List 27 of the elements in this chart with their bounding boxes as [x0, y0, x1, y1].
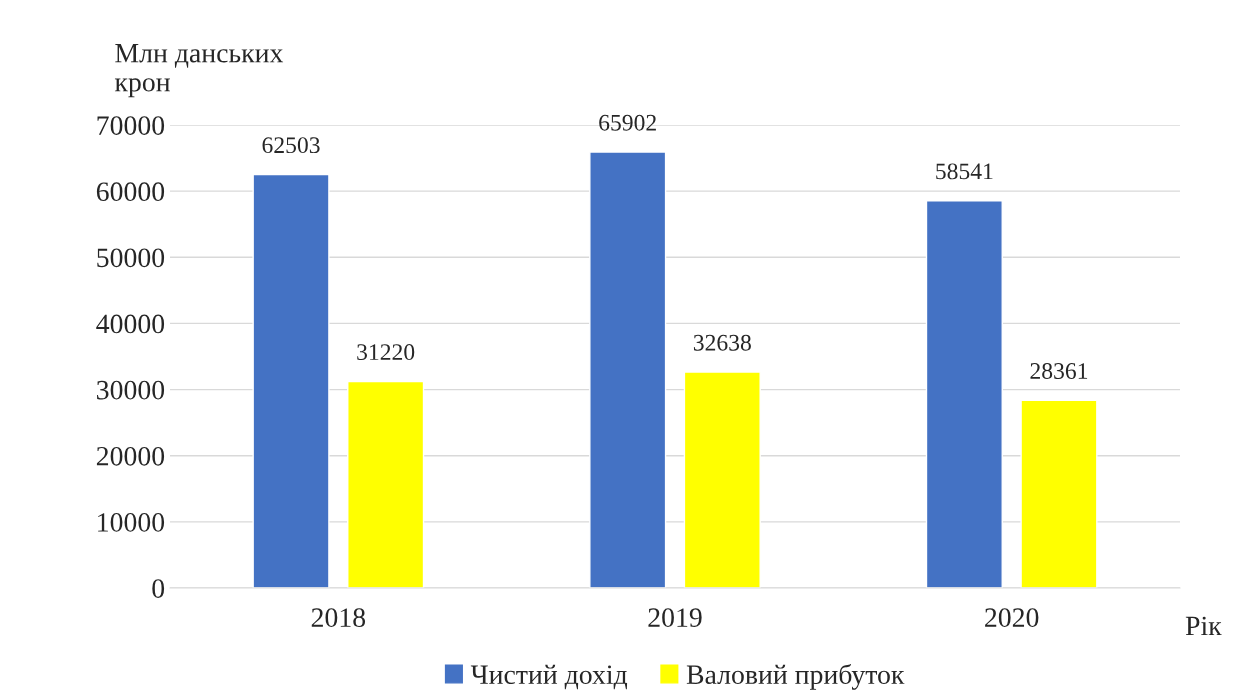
y-tick-label: 30000 — [97, 380, 165, 400]
y-tick-label: 10000 — [98, 513, 165, 532]
y-axis-title: Млн данських крон — [114, 44, 284, 98]
y-tick-label: 20000 — [96, 446, 165, 466]
data-label: 28361 — [1030, 363, 1088, 379]
x-tick-label: 2019 — [648, 608, 702, 627]
data-label: 58541 — [936, 163, 993, 180]
bar — [252, 173, 330, 588]
x-axis-title: Рік — [1185, 616, 1222, 636]
legend-label: Валовий прибуток — [686, 663, 905, 690]
x-tick-label: 2018 — [311, 608, 366, 627]
bar — [683, 371, 761, 588]
legend-label: Чистий дохід — [470, 664, 628, 690]
y-tick-label: 40000 — [96, 314, 165, 334]
data-label: 65902 — [599, 114, 656, 131]
y-tick-label: 0 — [152, 579, 165, 598]
data-label: 31220 — [357, 344, 415, 361]
data-label: 62503 — [262, 137, 320, 154]
y-tick-label: 70000 — [97, 116, 165, 135]
bar — [347, 380, 425, 588]
y-tick-label: 50000 — [97, 248, 165, 268]
x-tick-label: 2020 — [985, 608, 1039, 627]
data-label: 32638 — [693, 334, 751, 351]
y-tick-label: 60000 — [96, 182, 165, 202]
bar — [1020, 399, 1098, 588]
bar — [589, 151, 667, 588]
bar — [925, 200, 1003, 588]
